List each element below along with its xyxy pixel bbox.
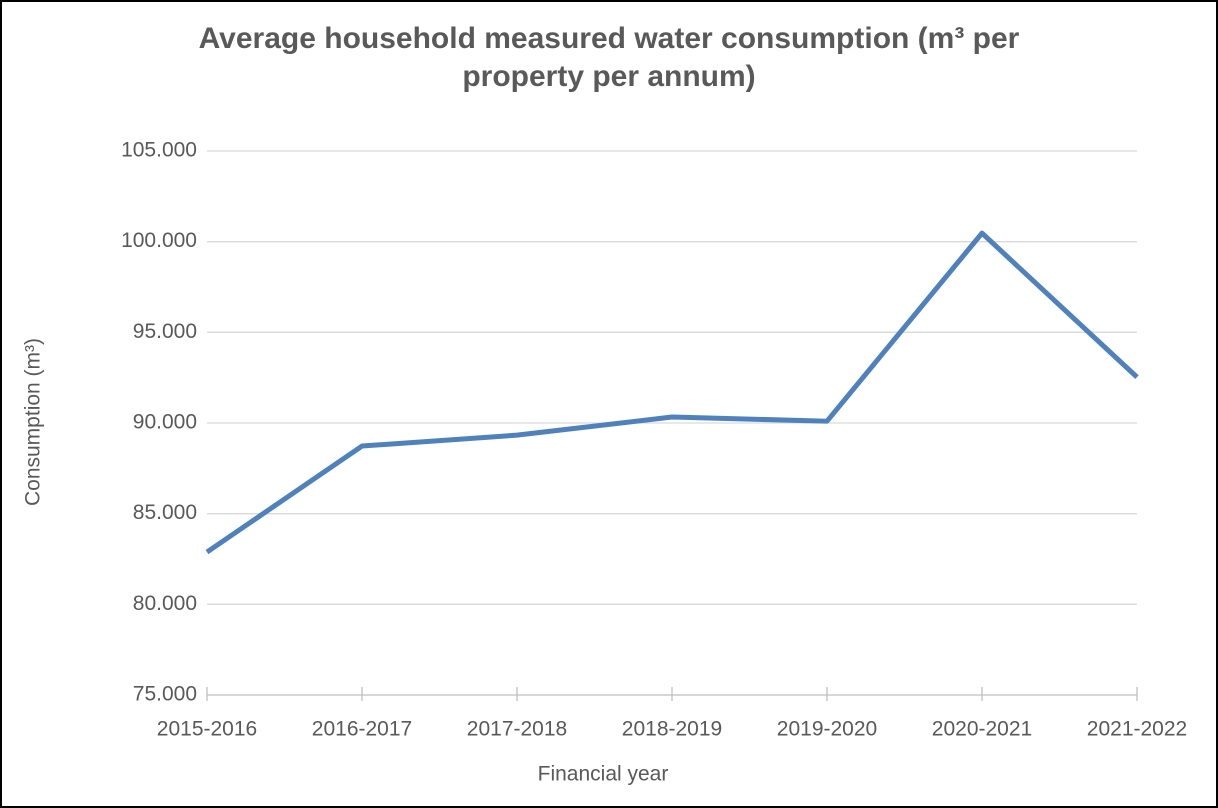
x-tick-label: 2018-2019 (622, 718, 722, 741)
x-tick-label: 2020-2021 (932, 718, 1032, 741)
y-axis-label: Consumption (m³) (22, 338, 45, 506)
x-tick-label: 2017-2018 (467, 718, 567, 741)
y-tick-label: 75.000 (133, 683, 197, 706)
x-tick-label: 2015-2016 (157, 718, 257, 741)
y-tick-label: 90.000 (133, 411, 197, 434)
y-tick-label: 95.000 (133, 320, 197, 343)
x-tick-label: 2021-2022 (1087, 718, 1187, 741)
x-axis-label: Financial year (538, 763, 669, 786)
data-line (205, 230, 1139, 555)
x-tick-label: 2016-2017 (312, 718, 412, 741)
y-tick-label: 80.000 (133, 592, 197, 615)
y-tick-label: 85.000 (133, 501, 197, 524)
y-tick-label: 100.000 (121, 229, 197, 252)
y-tick-label: 105.000 (121, 139, 197, 162)
chart-title: Average household measured water consump… (198, 22, 1020, 93)
x-tick-label: 2019-2020 (777, 718, 877, 741)
